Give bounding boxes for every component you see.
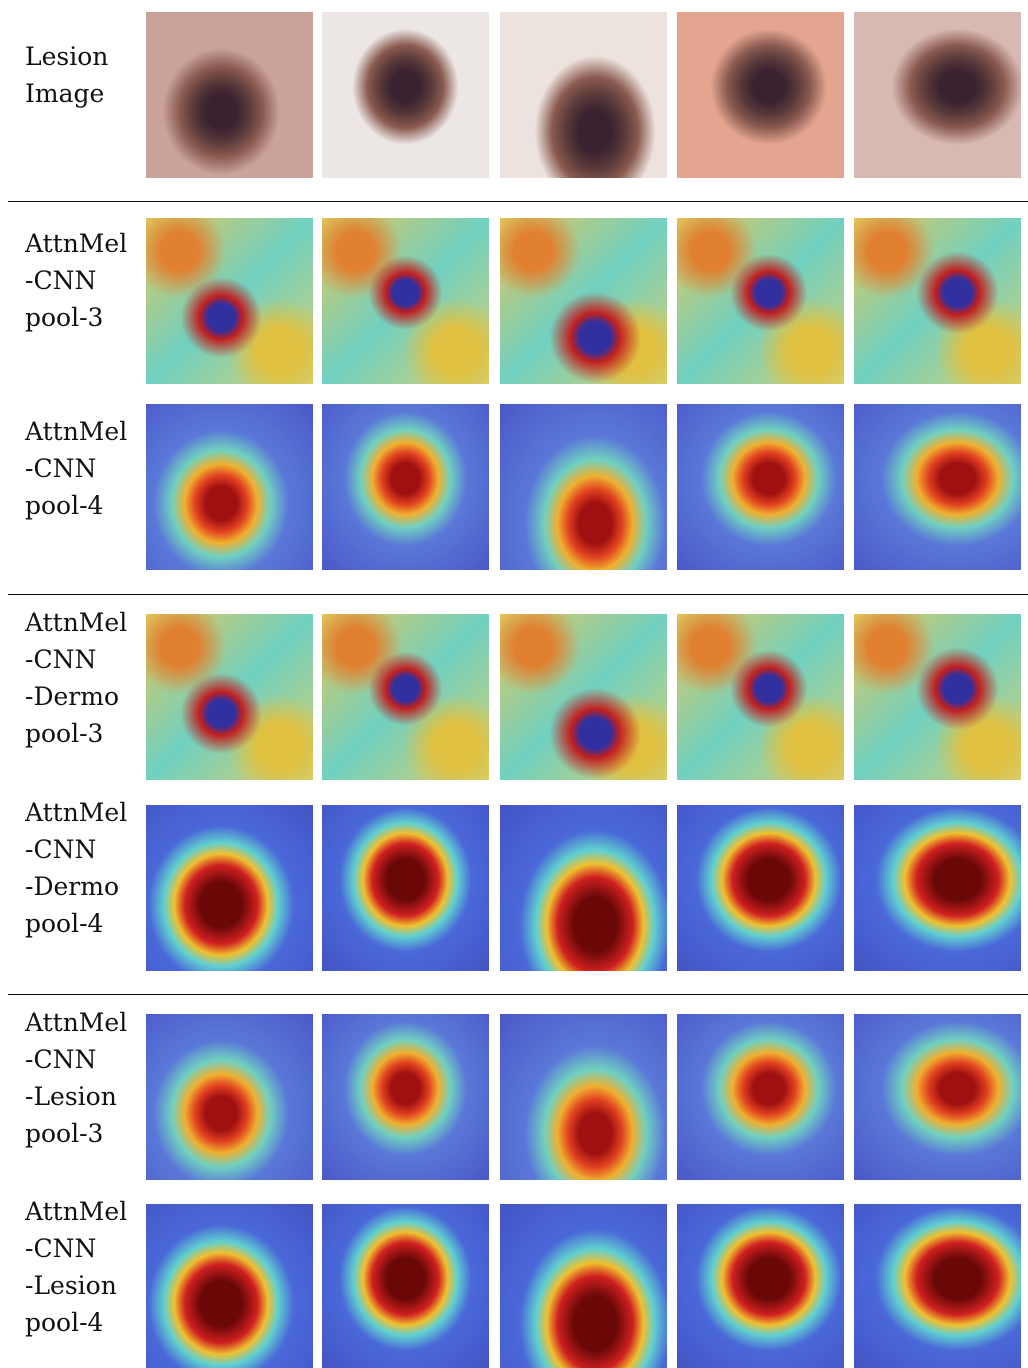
label-line: AttnMel [25,794,127,831]
heatmap-image [322,12,489,178]
label-line: AttnMel [25,1193,127,1230]
heatmap-image [146,614,313,780]
heatmap-image [677,1204,844,1368]
separator [8,594,1028,595]
heatmap-image [322,218,489,384]
heatmap-image [500,805,667,971]
heatmap-image [500,614,667,780]
label-line: AttnMel [25,413,127,450]
heatmap-image [854,218,1021,384]
heatmap-image [500,12,667,178]
separator [8,201,1028,202]
heatmap-image [677,805,844,971]
heatmap-image [322,805,489,971]
label-line: AttnMel [25,604,127,641]
heatmap-image [146,1014,313,1180]
label-line: -CNN [25,1041,127,1078]
label-line: Lesion [25,38,108,75]
heatmap-image [146,1204,313,1368]
label-line: pool-3 [25,715,127,752]
heatmap-image [854,12,1021,178]
label-line: AttnMel [25,225,127,262]
label-line: Image [25,75,108,112]
figure: LesionImageAttnMel-CNNpool-3AttnMel-CNNp… [0,0,1028,1368]
heatmap-image [322,1014,489,1180]
heatmap-image [322,404,489,570]
heatmap-image [500,1204,667,1368]
heatmap-image [500,1014,667,1180]
heatmap-image [322,1204,489,1368]
label-line: -CNN [25,1230,127,1267]
label-line: pool-3 [25,1115,127,1152]
label-line: -Dermo [25,868,127,905]
heatmap-image [854,805,1021,971]
heatmap-image [146,805,313,971]
heatmap-image [146,404,313,570]
heatmap-image [500,404,667,570]
label-line: pool-3 [25,299,127,336]
heatmap-image [677,12,844,178]
label-line: pool-4 [25,1304,127,1341]
label-line: pool-4 [25,905,127,942]
label-line: pool-4 [25,487,127,524]
heatmap-image [677,1014,844,1180]
heatmap-image [677,218,844,384]
heatmap-image [854,1014,1021,1180]
separator [8,994,1028,995]
label-line: -Dermo [25,678,127,715]
heatmap-image [854,614,1021,780]
heatmap-image [854,404,1021,570]
heatmap-image [322,614,489,780]
label-line: -Lesion [25,1267,127,1304]
label-line: -CNN [25,641,127,678]
heatmap-image [500,218,667,384]
label-line: -CNN [25,831,127,868]
heatmap-image [677,614,844,780]
heatmap-image [146,12,313,178]
label-line: -Lesion [25,1078,127,1115]
label-line: -CNN [25,262,127,299]
label-line: AttnMel [25,1004,127,1041]
heatmap-image [854,1204,1021,1368]
label-line: -CNN [25,450,127,487]
heatmap-image [677,404,844,570]
heatmap-image [146,218,313,384]
